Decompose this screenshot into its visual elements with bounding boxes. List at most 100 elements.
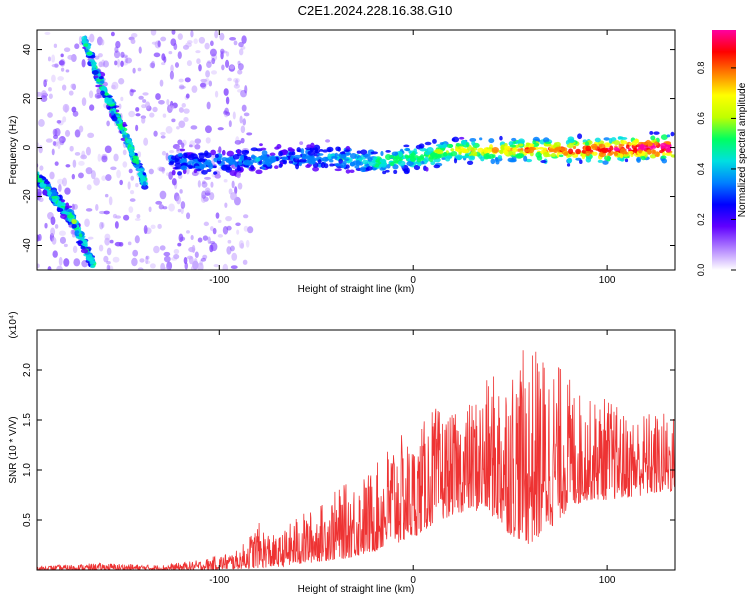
spectrogram-cell [102,94,107,99]
spectrogram-ticks: -100 0 100 -40 -20 0 20 40 [22,30,675,286]
spectrogram-speckle [217,219,222,223]
snr-ticks: -100 0 100 0.5 1.0 1.5 2.0 [22,330,675,586]
spectrogram-speckle [198,64,202,72]
spectrogram-cell [639,144,647,151]
figure-title: C2E1.2024.228.16.38.G10 [298,3,453,18]
spectrogram-speckle [243,225,249,232]
spectrogram-cell [389,161,395,167]
spectrogram-speckle [190,125,198,130]
spectrogram-cell [517,153,525,159]
spectrogram-cell [33,171,36,176]
spectrogram-speckle [149,112,155,118]
spectrogram-speckle [43,79,47,88]
spectrogram-cell [413,164,421,171]
spectrogram-speckle [225,59,230,69]
spectrogram-speckle [221,64,225,71]
spectrogram-speckle [63,47,71,53]
spectrogram-cell [477,147,484,153]
spectrogram-speckle [202,235,209,241]
colorbar-tick-label: 0.0 [696,264,706,277]
spectrogram-cell [609,145,614,152]
spectrogram-cell [115,120,120,124]
spectrogram-cell [226,156,234,163]
spectrogram-speckle [204,187,211,196]
spectrogram-speckle [64,105,68,114]
spectrogram-speckle [103,210,110,215]
spectrogram-cell [188,166,193,170]
spectrogram-speckle [59,58,66,67]
spectrogram-speckle [106,264,111,270]
spectrogram-cell [647,141,653,147]
spectrogram-cell [488,153,495,159]
spectrogram-speckle [240,137,245,144]
spectrogram-cell [126,133,130,139]
spectrogram-speckle [228,188,233,195]
spectrogram-cell [85,253,93,259]
y-tick-label: 20 [22,93,33,105]
spectrogram-cell [349,152,357,160]
spectrogram-speckle [57,140,61,150]
spectrogram-speckle [58,256,63,266]
spectrogram-cell [425,167,429,172]
snr-panel: -100 0 100 0.5 1.0 1.5 2.0 Height of straight … [8,311,676,595]
spectrogram-cell [490,158,496,165]
spectrogram-speckle [163,56,167,63]
spectrogram-speckle [73,258,81,267]
spectrogram-speckle [197,262,204,270]
spectrogram-cell [670,131,675,137]
spectrogram-cell [281,156,289,161]
spectrogram-cell [187,154,195,161]
spectrogram-speckle [129,88,134,97]
spectrogram-cell [598,144,603,148]
spectrogram-speckle [162,113,167,118]
spectrogram-cell [433,164,441,169]
spectrogram-speckle [165,125,173,134]
spectrogram-cell [106,100,114,105]
spectrogram-speckle [53,43,58,49]
spectrogram-cell [446,155,453,159]
spectrogram-speckle [163,251,171,257]
spectrogram-speckle [179,85,187,89]
spectrogram-speckle [145,101,151,109]
spectrogram-cell [71,223,77,229]
spectrogram-speckle [200,194,207,203]
spectrogram-cell [335,146,341,152]
spectrogram-speckle [101,222,105,229]
spectrogram-speckle [116,58,121,68]
spectrogram-speckle [106,247,112,256]
spectrogram-cell [137,168,144,172]
spectrogram-speckle [168,203,175,212]
spectrogram-cell [128,146,134,153]
spectrogram-cell [362,159,369,165]
spectrogram-cell [355,159,361,167]
spectrogram-speckle [135,113,141,117]
spectrogram-speckle [71,173,75,180]
spectrogram-cell [380,161,387,168]
spectrogram-cell [509,158,517,163]
spectrogram-speckle [177,242,182,247]
spectrogram-speckle [224,107,229,115]
spectrogram-cell [498,149,503,154]
spectrogram-speckle [85,146,91,156]
spectrogram-speckle [125,57,133,64]
spectrogram-speckle [116,169,121,179]
spectrogram-cell [366,166,373,171]
spectrogram-speckle [225,96,230,105]
spectrogram-cell [345,152,350,156]
spectrogram-cell [356,150,362,154]
spectrogram-speckle [153,52,161,58]
spectrogram-speckle [233,83,240,89]
spectrogram-cell [430,160,436,166]
spectrogram-speckle [168,51,173,55]
spectrogram-cell [594,137,601,143]
spectrogram-cell [331,155,338,159]
spectrogram-cell [100,90,105,96]
spectrogram-cell [134,164,140,169]
spectrogram-cell [649,131,654,135]
spectrogram-cell [585,156,592,163]
spectrogram-cell [237,161,243,166]
spectrogram-speckle [190,265,197,270]
spectrogram-speckle [78,160,85,166]
spectrogram-speckle [61,84,67,91]
spectrogram-speckle [174,62,180,68]
